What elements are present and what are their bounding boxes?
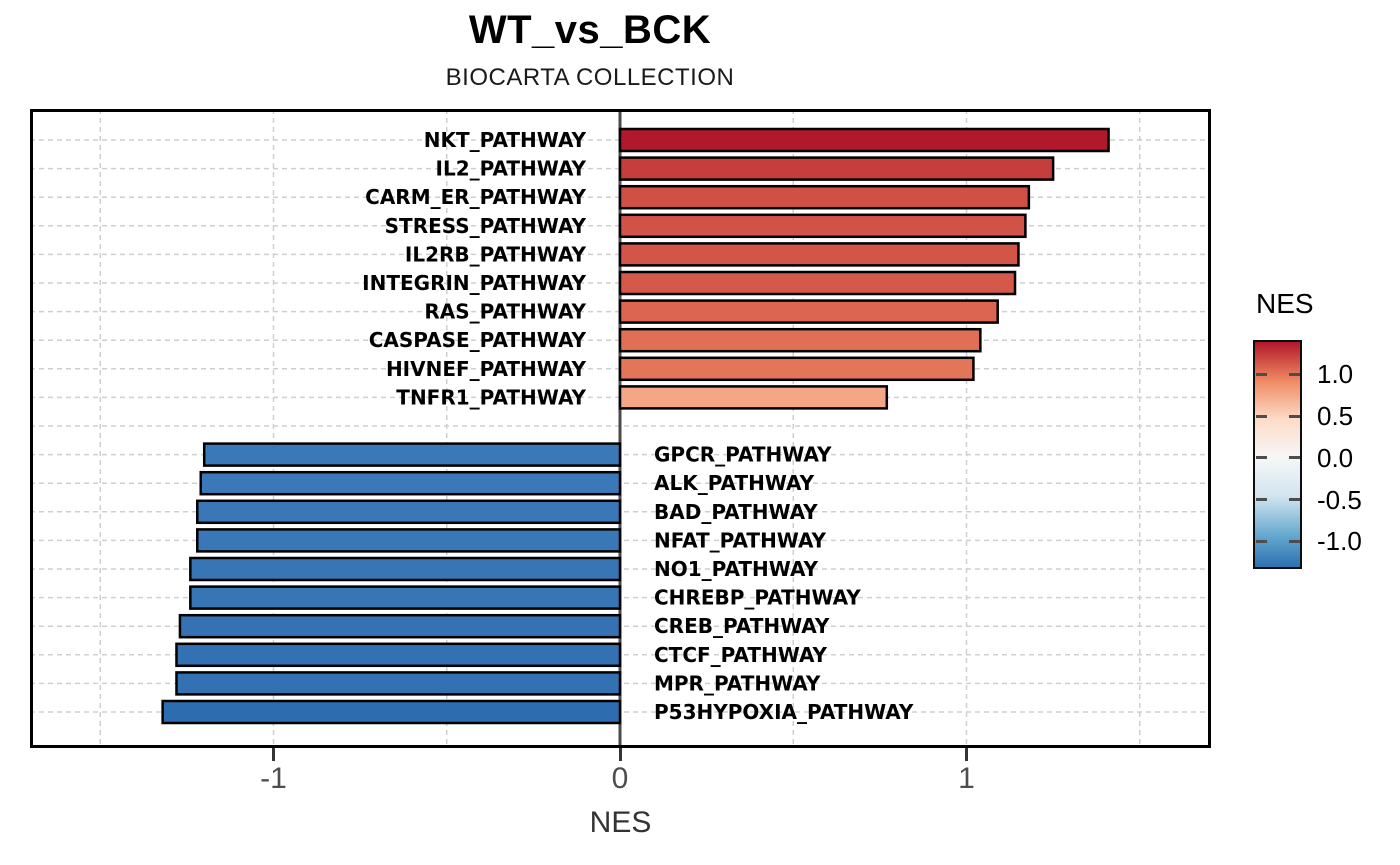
x-axis-title: NES	[589, 806, 652, 839]
bar-label: NKT_PATHWAY	[424, 128, 587, 152]
bar-label: ALK_PATHWAY	[654, 471, 815, 495]
bar-chart-svg: NKT_PATHWAY IL2_PATHWAY CARM_ER_PATHWAY STR…	[30, 109, 1211, 748]
bar-label: HIVNEF_PATHWAY	[386, 357, 587, 381]
bar-label: BAD_PATHWAY	[654, 500, 818, 524]
legend-tick-label: 0.0	[1317, 442, 1354, 473]
legend-tick-mark	[1255, 414, 1267, 418]
bar	[618, 299, 999, 324]
plot-panel: NKT_PATHWAY IL2_PATHWAY CARM_ER_PATHWAY STR…	[30, 109, 1211, 748]
bar	[175, 671, 622, 696]
legend-tick-mark	[1288, 539, 1300, 543]
bar-label: CREB_PATHWAY	[654, 614, 830, 638]
bar	[199, 470, 622, 496]
legend-tick-label: 0.5	[1317, 401, 1354, 432]
bar	[618, 213, 1027, 239]
bar	[202, 442, 622, 467]
bar-label: CARM_ER_PATHWAY	[365, 185, 586, 209]
chart-title: WT_vs_BCK	[468, 8, 712, 52]
bar	[618, 356, 975, 382]
bar	[618, 127, 1110, 153]
bar-label: MPR_PATHWAY	[654, 671, 821, 695]
bar	[189, 556, 622, 582]
bar-label: RAS_PATHWAY	[424, 300, 586, 324]
bar-label: CASPASE_PATHWAY	[369, 328, 587, 352]
legend-title: NES	[1256, 288, 1314, 319]
bar	[161, 699, 622, 725]
x-tick-mark	[965, 748, 968, 761]
bar	[618, 242, 1020, 267]
bar-label: CHREBP_PATHWAY	[654, 586, 861, 610]
bar-label: TNFR1_PATHWAY	[396, 385, 586, 409]
legend-tick-mark	[1255, 456, 1267, 460]
legend-tick-mark	[1288, 456, 1300, 460]
bar-label: NFAT_PATHWAY	[654, 528, 827, 552]
bar	[175, 642, 622, 668]
legend-tick-label: -1.0	[1317, 526, 1362, 557]
bar	[618, 270, 1017, 296]
x-tick-mark	[272, 748, 275, 761]
x-tick-label: 0	[611, 762, 629, 795]
panel-border	[30, 109, 1211, 748]
bar-label: CTCF_PATHWAY	[654, 643, 828, 667]
bar-label: INTEGRIN_PATHWAY	[362, 271, 586, 295]
x-tick-label: -1	[260, 762, 287, 795]
bar-label: P53HYPOXIA_PATHWAY	[654, 700, 914, 724]
bar-label: STRESS_PATHWAY	[385, 214, 587, 238]
bar-label: IL2RB_PATHWAY	[405, 242, 587, 266]
bar-label: GPCR_PATHWAY	[654, 443, 832, 467]
legend-tick-label: -0.5	[1317, 484, 1362, 515]
bar	[196, 528, 622, 553]
legend-tick-mark	[1255, 498, 1267, 502]
legend-colorbar	[1253, 340, 1302, 569]
bar	[178, 613, 622, 639]
legend-tick-mark	[1288, 414, 1300, 418]
bar	[196, 499, 622, 525]
bar	[618, 385, 889, 410]
bar-label: IL2_PATHWAY	[436, 157, 587, 181]
chart-subtitle: BIOCARTA COLLECTION	[445, 64, 735, 91]
bar	[618, 184, 1031, 210]
legend-tick-label: 1.0	[1317, 359, 1354, 390]
legend-tick-mark	[1255, 372, 1267, 376]
legend-tick-mark	[1288, 372, 1300, 376]
bar	[189, 585, 622, 610]
bar-label: NO1_PATHWAY	[654, 557, 819, 581]
x-tick-label: 1	[958, 762, 975, 795]
legend-tick-mark	[1255, 539, 1267, 543]
bar	[618, 327, 982, 353]
legend-tick-mark	[1288, 498, 1300, 502]
x-tick-mark	[618, 748, 622, 761]
bar	[618, 156, 1055, 181]
